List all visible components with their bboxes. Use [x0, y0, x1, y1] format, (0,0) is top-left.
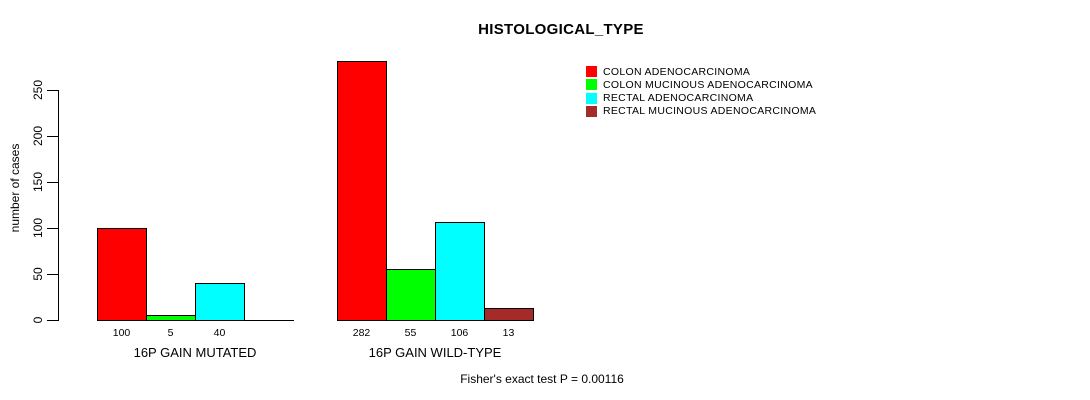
bar-colon-adenocarcinoma [97, 228, 147, 321]
bar-colon-adenocarcinoma [337, 61, 387, 321]
bar-rectal-adenocarcinoma [195, 283, 245, 321]
bar-value-label: 55 [404, 327, 417, 339]
legend-swatch [586, 105, 597, 117]
x-axis-group-label: 16P GAIN MUTATED [133, 345, 257, 360]
bar-value-label: 106 [450, 327, 469, 339]
bar-rectal-adenocarcinoma [435, 222, 485, 321]
bar-rectal-mucinous-adenocarcinoma [484, 308, 534, 321]
legend-swatch [586, 79, 597, 91]
bar-value-label: 100 [112, 327, 131, 339]
y-axis-tick-label: 150 [31, 171, 45, 193]
y-axis-label: number of cases [8, 143, 22, 233]
legend-label: RECTAL MUCINOUS ADENOCARCINOMA [603, 105, 817, 118]
y-axis-tick-label: 100 [31, 217, 45, 239]
y-axis-tick [47, 90, 58, 91]
y-axis-tick-label: 250 [31, 79, 45, 101]
y-axis-tick [47, 274, 58, 275]
bar-value-label: 40 [213, 327, 226, 339]
y-axis-tick-label: 50 [31, 267, 45, 281]
x-axis-group-label: 16P GAIN WILD-TYPE [368, 345, 502, 360]
bar-value-label: 282 [352, 327, 371, 339]
bar-colon-mucinous-adenocarcinoma [386, 269, 436, 321]
legend-label: COLON MUCINOUS ADENOCARCINOMA [603, 78, 813, 91]
legend-swatch [586, 92, 597, 104]
bar-value-label: 13 [502, 327, 515, 339]
chart-title: HISTOLOGICAL_TYPE [478, 21, 644, 38]
bar-colon-mucinous-adenocarcinoma [146, 315, 196, 321]
bar-value-label: 5 [167, 327, 174, 339]
y-axis-tick [47, 228, 58, 229]
y-axis-tick [47, 320, 58, 321]
legend-label: COLON ADENOCARCINOMA [603, 65, 751, 78]
legend-label: RECTAL ADENOCARCINOMA [603, 92, 754, 105]
y-axis-tick-label: 0 [31, 316, 45, 324]
y-axis-tick [47, 136, 58, 137]
legend-swatch [586, 66, 597, 77]
statistics-footer: Fisher's exact test P = 0.00116 [460, 372, 624, 386]
y-axis-tick [47, 182, 58, 183]
y-axis-tick-label: 200 [31, 125, 45, 147]
y-axis-line [58, 90, 59, 321]
